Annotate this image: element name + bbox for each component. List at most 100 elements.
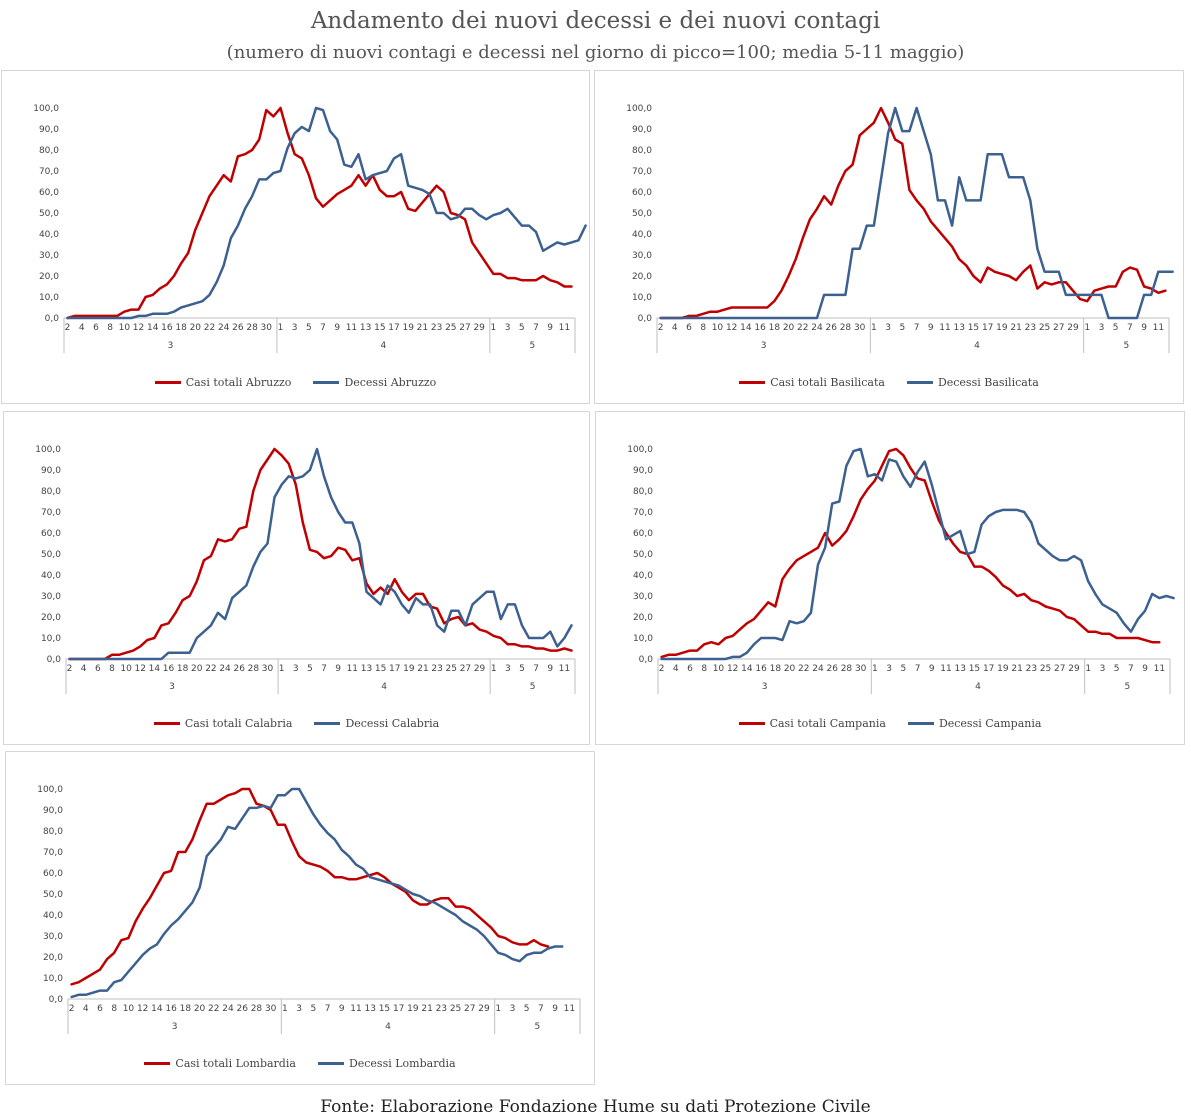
legend-swatch-casi: [739, 381, 766, 384]
month-label: 3: [761, 341, 767, 351]
x-tick-label: 5: [307, 664, 313, 674]
x-tick-label: 29: [1067, 323, 1079, 333]
y-tick-label: 100,0: [626, 104, 652, 114]
x-tick-label: 23: [436, 1004, 447, 1014]
x-tick-label: 5: [306, 323, 312, 333]
x-tick-label: 10: [119, 323, 131, 333]
legend-swatch-decessi: [313, 381, 340, 384]
month-label: 5: [530, 682, 536, 692]
x-tick-label: 2: [69, 1004, 75, 1014]
month-label: 4: [381, 682, 387, 692]
x-tick-label: 16: [161, 323, 173, 333]
y-tick-label: 90,0: [41, 466, 61, 476]
x-tick-label: 26: [825, 323, 837, 333]
x-tick-label: 20: [784, 664, 796, 674]
x-tick-label: 7: [325, 1004, 331, 1014]
y-tick-label: 40,0: [632, 230, 652, 240]
x-tick-label: 27: [460, 664, 471, 674]
x-tick-label: 10: [712, 323, 724, 333]
x-tick-label: 12: [726, 323, 737, 333]
x-tick-label: 4: [83, 1004, 89, 1014]
y-tick-label: 10,0: [41, 634, 61, 644]
x-tick-label: 20: [194, 1004, 206, 1014]
decessi-line: [659, 106, 1174, 320]
x-tick-label: 21: [421, 1004, 432, 1014]
legend-lombardia: Casi totali Lombardia Decessi Lombardia: [6, 1057, 594, 1070]
x-tick-label: 11: [1153, 323, 1164, 333]
x-tick-label: 11: [559, 323, 570, 333]
x-tick-label: 4: [79, 323, 85, 333]
x-tick-label: 15: [379, 1004, 390, 1014]
x-tick-label: 1: [495, 1004, 501, 1014]
x-tick-label: 22: [205, 664, 216, 674]
x-tick-label: 18: [180, 1004, 192, 1014]
x-tick-label: 13: [361, 664, 372, 674]
x-tick-label: 17: [389, 664, 400, 674]
chart-panel-abruzzo: 0,0 10,0 20,0 30,0 40,0 50,0 60,0 70,0 80,0 90,0 1…: [1, 70, 590, 404]
legend-item-decessi: Decessi Calabria: [314, 717, 439, 730]
x-tick-label: 14: [149, 664, 161, 674]
x-tick-label: 21: [1010, 323, 1021, 333]
month-label: 5: [530, 341, 536, 351]
decessi-line: [66, 106, 587, 320]
legend-label-decessi: Decessi Calabria: [345, 717, 440, 730]
x-tick-label: 3: [293, 664, 299, 674]
y-tick-label: 20,0: [43, 953, 63, 963]
legend-swatch-casi: [154, 381, 181, 384]
legend-item-decessi: Decessi Basilicata: [906, 376, 1039, 389]
x-tick-label: 11: [559, 664, 570, 674]
month-label: 3: [168, 341, 174, 351]
x-tick-label: 11: [1154, 664, 1165, 674]
legend-item-casi: Casi totali Calabria: [153, 717, 292, 730]
chart-title: Andamento dei nuovi decessi e dei nuovi …: [310, 8, 881, 34]
x-tick-label: 2: [659, 664, 665, 674]
x-tick-label: 3: [886, 664, 892, 674]
y-tick-label: 50,0: [633, 550, 653, 560]
x-tick-label: 3: [1099, 323, 1105, 333]
y-tick-label: 30,0: [43, 932, 63, 942]
y-tick-label: 10,0: [43, 974, 63, 984]
x-tick-label: 6: [686, 323, 692, 333]
x-tick-label: 15: [969, 664, 980, 674]
y-tick-label: 70,0: [632, 167, 652, 177]
x-tick-label: 5: [310, 1004, 316, 1014]
x-tick-label: 17: [388, 323, 399, 333]
y-tick-label: 40,0: [41, 571, 61, 581]
x-tick-label: 16: [754, 323, 766, 333]
x-tick-label: 12: [137, 1004, 148, 1014]
y-tick-label: 30,0: [632, 251, 652, 261]
month-label: 5: [1124, 682, 1130, 692]
x-tick-label: 10: [123, 1004, 135, 1014]
x-tick-label: 3: [505, 664, 511, 674]
legend-swatch-casi: [738, 722, 765, 725]
x-tick-label: 5: [1113, 323, 1119, 333]
chart-panel-basilicata: 0,0 10,0 20,0 30,0 40,0 50,0 60,0 70,0 80,0 90,0 1…: [594, 70, 1184, 404]
month-label: 4: [381, 341, 387, 351]
month-label: 4: [975, 682, 981, 692]
x-tick-label: 29: [473, 323, 485, 333]
legend-basilicata: Casi totali Basilicata Decessi Basilicat…: [595, 376, 1183, 389]
x-tick-label: 9: [929, 664, 935, 674]
x-tick-label: 25: [450, 1004, 461, 1014]
y-tick-label: 80,0: [43, 827, 63, 837]
x-tick-label: 13: [364, 1004, 375, 1014]
y-tick-label: 0,0: [45, 314, 60, 324]
x-tick-label: 22: [797, 323, 808, 333]
x-tick-label: 7: [915, 664, 921, 674]
y-tick-label: 20,0: [41, 613, 61, 623]
y-tick-label: 50,0: [39, 209, 59, 219]
x-tick-label: 24: [812, 664, 824, 674]
x-tick-label: 19: [407, 1004, 419, 1014]
x-tick-label: 30: [262, 664, 274, 674]
y-tick-label: 100,0: [33, 104, 59, 114]
x-tick-label: 5: [1114, 664, 1120, 674]
x-tick-label: 2: [67, 664, 73, 674]
legend-item-casi: Casi totali Lombardia: [144, 1057, 296, 1070]
x-tick-label: 19: [997, 664, 1009, 674]
x-tick-label: 9: [552, 1004, 558, 1014]
x-tick-label: 1: [872, 664, 878, 674]
x-tick-label: 11: [564, 1004, 575, 1014]
month-label: 4: [385, 1022, 391, 1032]
x-tick-label: 1: [282, 1004, 288, 1014]
y-tick-label: 90,0: [633, 466, 653, 476]
